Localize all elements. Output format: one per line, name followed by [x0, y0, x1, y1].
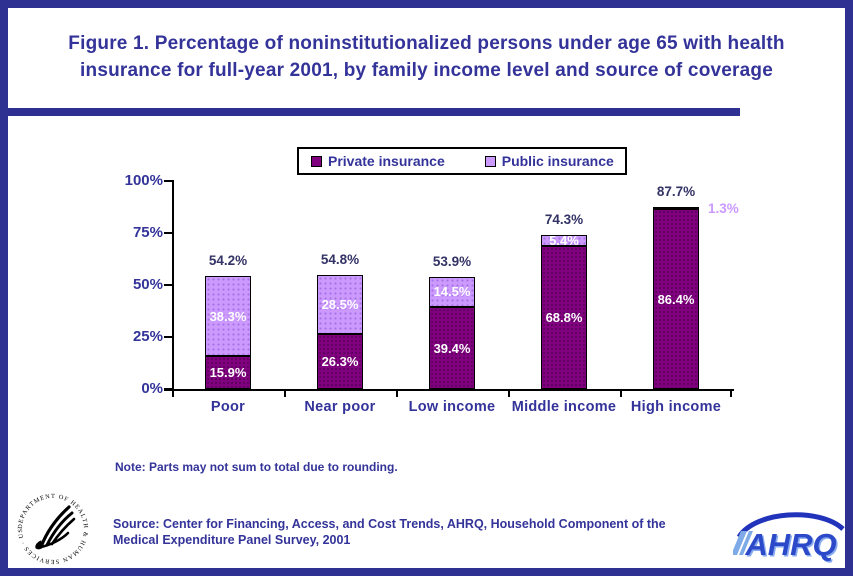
y-tick-mark: [164, 388, 173, 390]
bar-high-income: 86.4%: [653, 206, 699, 389]
total-value-label: 54.8%: [320, 252, 360, 268]
private-insurance-segment: 39.4%: [429, 307, 475, 389]
x-tick-mark: [508, 389, 510, 397]
plot-area: 38.3% 15.9% 54.2% 28.5% 26.3% 54.8% 14.5% 39.4%…: [172, 181, 739, 389]
x-tick-mark: [172, 389, 174, 397]
y-tick-mark: [164, 180, 173, 182]
public-insurance-segment: 28.5%: [317, 275, 363, 335]
public-insurance-segment: [653, 206, 699, 210]
y-tick-label: 75%: [132, 224, 163, 241]
source-citation: Source: Center for Financing, Access, an…: [113, 516, 743, 548]
total-value-label: 54.2%: [208, 253, 248, 269]
private-insurance-segment: 26.3%: [317, 334, 363, 389]
category-label-middle-income: Middle income: [511, 399, 617, 415]
source-line1: Source: Center for Financing, Access, an…: [113, 517, 666, 531]
y-axis-line: [172, 180, 174, 391]
y-tick-label: 0%: [141, 380, 163, 397]
source-line2: Medical Expenditure Panel Survey, 2001: [113, 533, 351, 547]
category-label-low-income: Low income: [408, 399, 496, 415]
public-insurance-swatch: [484, 155, 496, 167]
category-label-near-poor: Near poor: [304, 399, 376, 415]
public-insurance-segment: 14.5%: [429, 276, 475, 308]
bar-near-poor: 28.5% 26.3%: [317, 275, 363, 389]
legend-entry-private: Private insurance: [311, 153, 445, 169]
private-insurance-segment: 15.9%: [205, 355, 251, 389]
x-tick-mark: [396, 389, 398, 397]
category-label-poor: Poor: [210, 399, 246, 415]
legend-label-public: Public insurance: [501, 153, 614, 169]
total-value-label: 53.9%: [432, 253, 472, 269]
x-axis-line: [164, 389, 734, 391]
figure-title-line2: insurance for full-year 2001, by family …: [80, 60, 773, 81]
hhs-eagle-icon: [35, 505, 76, 550]
public-value-outside-label: 1.3%: [708, 200, 739, 216]
total-value-label: 74.3%: [544, 211, 584, 227]
private-insurance-segment: 68.8%: [541, 245, 587, 389]
x-tick-mark: [730, 389, 732, 397]
rounding-note: Note: Parts may not sum to total due to …: [115, 460, 398, 474]
y-tick-mark: [164, 336, 173, 338]
x-tick-mark: [284, 389, 286, 397]
total-value-label: 87.7%: [656, 183, 696, 199]
chart-legend: Private insurance Public insurance: [297, 147, 627, 175]
category-label-high-income: High income: [630, 399, 722, 415]
y-tick-label: 50%: [132, 276, 163, 293]
ahrq-wordmark-shadow: AHRQ: [746, 529, 838, 564]
bar-poor: 38.3% 15.9%: [205, 276, 251, 389]
private-insurance-segment: 86.4%: [653, 209, 699, 389]
y-tick-label: 100%: [124, 172, 163, 189]
public-insurance-segment: 5.4%: [541, 234, 587, 247]
y-tick-label: 25%: [132, 328, 163, 345]
y-axis-labels: 0% 25% 50% 75% 100%: [98, 172, 163, 397]
hhs-seal-logo: DEPARTMENT OF HEALTH & HUMAN SERVICES · …: [14, 490, 88, 565]
ahrq-swoosh-icon: [736, 512, 845, 539]
public-insurance-segment: 38.3%: [205, 276, 251, 356]
ahrq-logo: AHRQ AHRQ: [733, 512, 845, 564]
private-insurance-swatch: [311, 155, 322, 167]
ahrq-wordmark: AHRQ: [744, 527, 836, 562]
bar-middle-income: 5.4% 68.8%: [541, 234, 587, 389]
title-divider-bar: [8, 108, 740, 116]
bar-low-income: 14.5% 39.4%: [429, 276, 475, 389]
legend-label-private: Private insurance: [328, 153, 445, 169]
figure-title: Figure 1. Percentage of noninstitutional…: [8, 30, 845, 84]
y-tick-mark: [164, 232, 173, 234]
y-tick-mark: [164, 284, 173, 286]
legend-entry-public: Public insurance: [484, 153, 614, 169]
figure-title-line1: Figure 1. Percentage of noninstitutional…: [68, 33, 785, 54]
ahrq-stripes-icon: [733, 531, 753, 555]
x-tick-mark: [620, 389, 622, 397]
x-axis-category-labels: Poor Near poor Low income Middle income High…: [172, 399, 732, 419]
